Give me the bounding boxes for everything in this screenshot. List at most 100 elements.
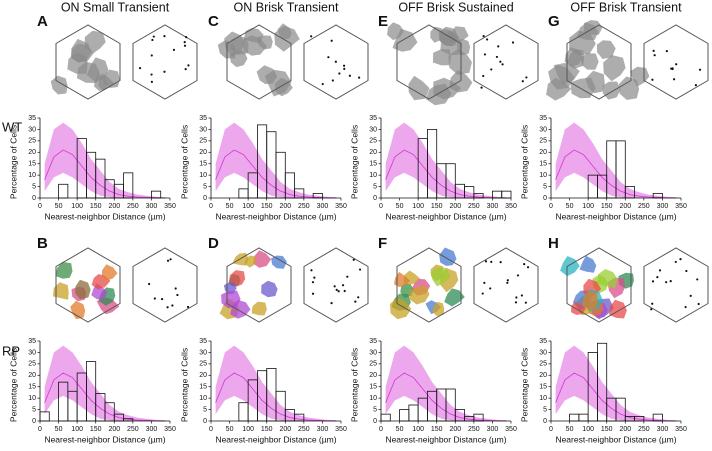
hexagon (566, 247, 632, 323)
hexagon (303, 24, 369, 100)
x-tick-label: 250 (298, 203, 310, 210)
cell-dot (334, 60, 337, 63)
cell-dot (697, 302, 700, 306)
histogram-bar (123, 172, 134, 199)
cell-dot (669, 280, 672, 283)
cell-dot (174, 287, 177, 290)
cell-dot (150, 80, 154, 83)
x-tick-label: 350 (675, 203, 687, 210)
x-tick-label: 300 (317, 426, 329, 433)
x-tick-label: 100 (71, 203, 83, 210)
cell-dot (665, 49, 668, 53)
x-tick-label: 0 (209, 203, 213, 210)
histogram-bar (569, 413, 580, 422)
histogram-bar (95, 158, 106, 199)
x-tick-label: 50 (55, 203, 63, 210)
y-tick-label: 20 (199, 372, 207, 379)
panel-letter: A (37, 13, 48, 30)
row-label: WT (2, 119, 22, 134)
cell-dot (524, 301, 527, 304)
cell-blob (251, 301, 267, 316)
y-tick-label: 0 (373, 195, 377, 202)
y-tick-label: 0 (32, 418, 36, 425)
y-tick-label: 25 (369, 138, 377, 145)
y-tick-label: 0 (373, 418, 377, 425)
y-tick-label: 25 (28, 138, 36, 145)
cell-dot (480, 86, 483, 89)
cell-blob (448, 48, 472, 75)
histogram-bar (578, 413, 589, 422)
cell-dot (490, 260, 493, 263)
histogram-bar (652, 413, 663, 422)
y-tick-label: 15 (539, 161, 547, 168)
cell-blob (602, 81, 621, 100)
x-tick-label: 300 (657, 426, 669, 433)
cell-dot (330, 39, 333, 42)
cell-blob (571, 301, 586, 315)
model-band (215, 345, 337, 421)
y-tick-label: 35 (539, 115, 547, 122)
cell-dot (520, 294, 523, 297)
cell-dot (516, 274, 520, 277)
y-tick-label: 5 (543, 406, 547, 413)
cell-dot (499, 261, 502, 264)
histogram-bar (86, 361, 97, 422)
cell-dot (171, 304, 174, 307)
histogram-bar (257, 370, 268, 422)
cell-dot (151, 38, 154, 42)
cell-blob (76, 61, 100, 83)
cell-dot (330, 302, 333, 305)
model-band (385, 345, 507, 421)
cell-dot (658, 269, 662, 272)
cell-blob (546, 77, 572, 101)
cell-dot (521, 80, 524, 83)
cell-dot (483, 53, 487, 56)
cell-dot (651, 302, 654, 305)
x-tick-label: 0 (209, 426, 213, 433)
y-tick-label: 30 (28, 349, 36, 356)
cell-blob (596, 40, 616, 59)
panel-letter: F (378, 235, 387, 252)
x-tick-label: 350 (675, 426, 687, 433)
histogram-bar (113, 183, 124, 199)
cell-dot (169, 258, 172, 261)
x-tick-label: 50 (226, 426, 234, 433)
cell-blob (603, 55, 626, 82)
histogram-bar (652, 193, 663, 199)
cell-dot (482, 34, 485, 38)
histogram-bar (76, 372, 87, 422)
cell-dot (670, 67, 673, 70)
y-tick-label: 30 (199, 126, 207, 133)
y-tick-label: 15 (539, 384, 547, 391)
panel-letter: D (208, 235, 219, 252)
cell-dot (656, 276, 659, 279)
x-tick-label: 250 (638, 203, 650, 210)
cell-dot (506, 279, 509, 282)
y-axis-label: Percentage of Cells (179, 348, 189, 422)
cell-dot (495, 55, 499, 59)
x-axis-label: Nearest-neighbor Distance (µm) (385, 211, 506, 221)
y-axis-label: Percentage of Cells (8, 348, 18, 422)
cell-blob (252, 250, 272, 268)
x-tick-label: 0 (38, 426, 42, 433)
x-tick-label: 50 (226, 203, 234, 210)
x-axis-label: Nearest-neighbor Distance (µm) (555, 211, 676, 221)
y-tick-label: 30 (199, 349, 207, 356)
cell-dot (679, 258, 682, 261)
cell-dot (150, 54, 153, 57)
x-axis-label: Nearest-neighbor Distance (µm) (44, 211, 165, 221)
model-band (385, 122, 507, 198)
cell-blob (444, 288, 465, 307)
y-tick-label: 5 (373, 183, 377, 190)
y-tick-label: 35 (369, 338, 377, 345)
cell-dot (514, 301, 518, 304)
cell-dot (311, 292, 315, 295)
x-tick-label: 0 (379, 203, 383, 210)
hexagon (226, 247, 292, 323)
y-tick-label: 10 (539, 172, 547, 179)
cell-dot (152, 35, 155, 38)
cell-dot (501, 63, 504, 66)
cell-dot (183, 44, 187, 47)
hexagon (55, 24, 121, 100)
y-tick-label: 35 (199, 115, 207, 122)
